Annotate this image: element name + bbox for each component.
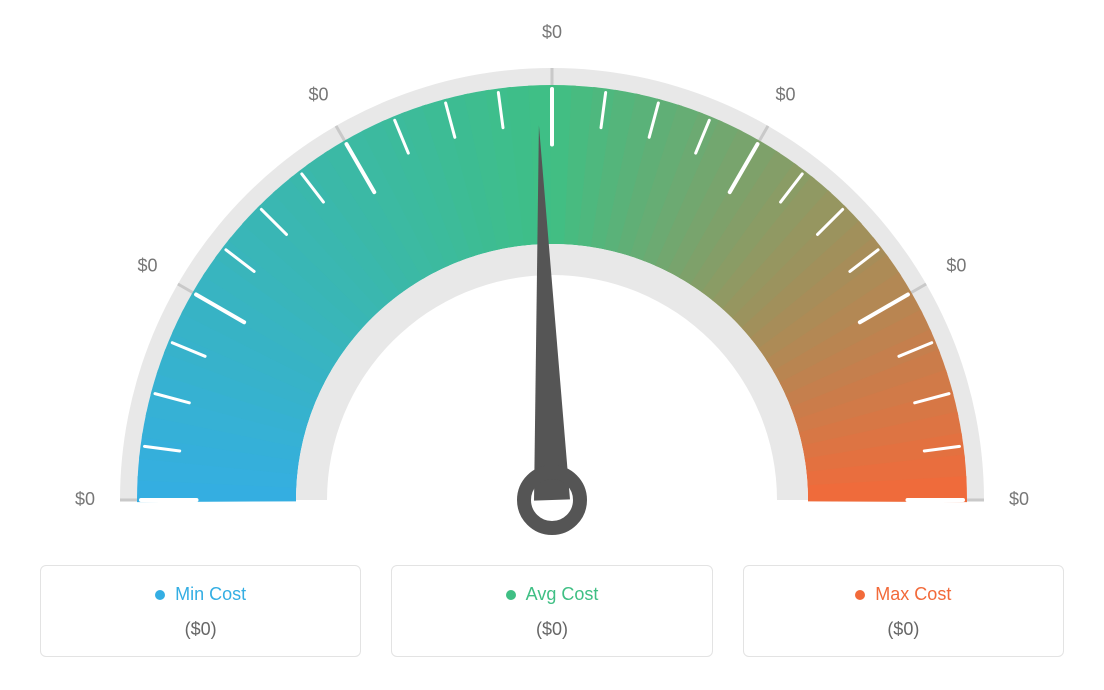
legend-card-avg: Avg Cost ($0)	[391, 565, 712, 657]
svg-text:$0: $0	[542, 22, 562, 42]
legend-title-min: Min Cost	[53, 584, 348, 605]
legend-label-avg: Avg Cost	[526, 584, 599, 605]
gauge-svg: $0 $0 $0 $0 $0 $0 $0	[0, 0, 1104, 560]
svg-text:$0: $0	[138, 255, 158, 275]
legend-card-max: Max Cost ($0)	[743, 565, 1064, 657]
svg-text:$0: $0	[946, 255, 966, 275]
legend-title-max: Max Cost	[756, 584, 1051, 605]
gauge-area: $0 $0 $0 $0 $0 $0 $0	[0, 0, 1104, 560]
svg-text:$0: $0	[775, 84, 795, 104]
dot-max	[855, 590, 865, 600]
legend-card-min: Min Cost ($0)	[40, 565, 361, 657]
legend-title-avg: Avg Cost	[404, 584, 699, 605]
svg-text:$0: $0	[308, 84, 328, 104]
legend-value-avg: ($0)	[404, 619, 699, 640]
legend-value-max: ($0)	[756, 619, 1051, 640]
legend-row: Min Cost ($0) Avg Cost ($0) Max Cost ($0…	[40, 565, 1064, 657]
legend-label-max: Max Cost	[875, 584, 951, 605]
chart-container: $0 $0 $0 $0 $0 $0 $0 Min Cost ($0) Avg Cost ($…	[0, 0, 1104, 690]
legend-label-min: Min Cost	[175, 584, 246, 605]
dot-avg	[506, 590, 516, 600]
svg-text:$0: $0	[1009, 489, 1029, 509]
dot-min	[155, 590, 165, 600]
legend-value-min: ($0)	[53, 619, 348, 640]
svg-text:$0: $0	[75, 489, 95, 509]
